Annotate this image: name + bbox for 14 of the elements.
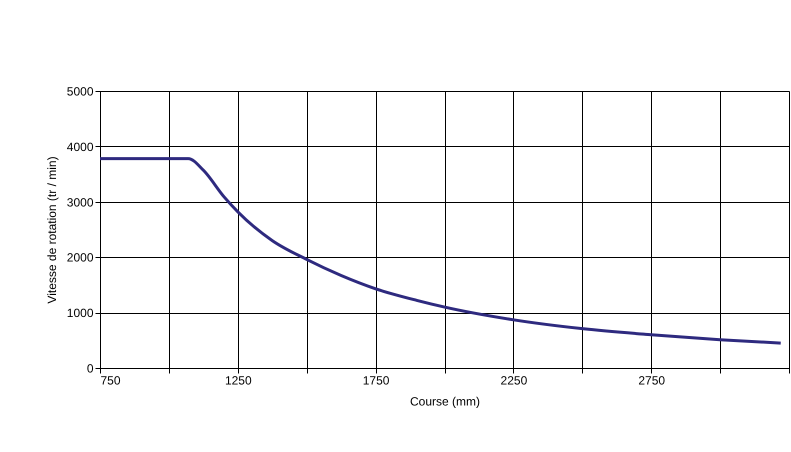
- x-tick-label: 2750: [638, 374, 666, 388]
- y-tick-label: 0: [86, 362, 94, 376]
- y-tick-label: 1000: [66, 306, 94, 320]
- y-axis-title: Vitesse de rotation (tr / min): [44, 156, 59, 304]
- y-tick-label: 5000: [66, 84, 94, 98]
- y-tick-label: 3000: [66, 195, 94, 210]
- x-tick-label: 2250: [500, 374, 528, 388]
- y-tick-label: 4000: [66, 140, 94, 154]
- x-tick-label: 1750: [362, 374, 390, 388]
- x-tick-label: 750: [100, 374, 121, 388]
- line-series: [98, 157, 782, 345]
- y-tick-label: 2000: [66, 250, 94, 265]
- x-tick-label: 1250: [224, 374, 252, 388]
- x-axis-title: Course (mm): [410, 394, 480, 408]
